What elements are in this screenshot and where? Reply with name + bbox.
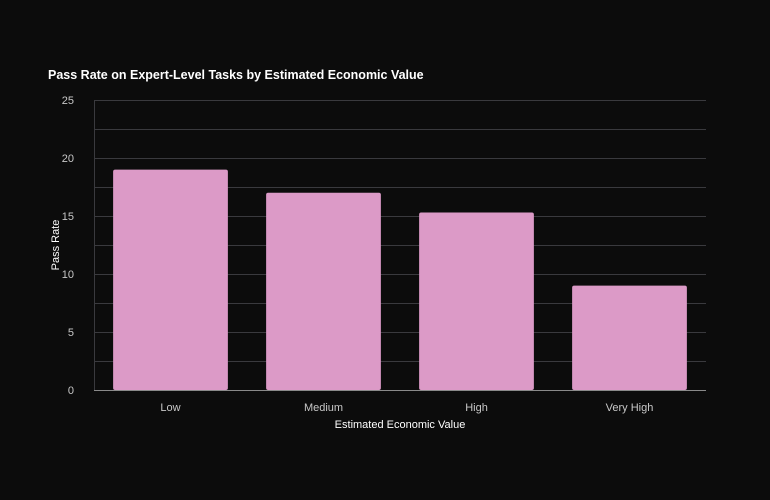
y-tick-label: 25: [62, 95, 74, 107]
y-tick-label: 15: [62, 211, 74, 223]
y-tick-label: 10: [62, 269, 74, 281]
bar-low: [113, 169, 228, 390]
bar-very-high: [572, 285, 687, 390]
y-tick-label: 20: [62, 153, 74, 165]
bar-high: [419, 212, 534, 390]
y-tick-label: 0: [68, 385, 74, 397]
x-tick-label: Medium: [304, 402, 343, 414]
x-tick-label: Low: [160, 402, 180, 414]
bar-medium: [266, 192, 381, 390]
y-tick-labels: 0 5 10 15 20 25: [62, 95, 74, 397]
x-tick-labels: Low Medium High Very High: [160, 402, 653, 414]
x-tick-label: Very High: [606, 402, 654, 414]
bars: [113, 169, 687, 390]
x-tick-label: High: [465, 402, 488, 414]
y-axis-title: Pass Rate: [50, 220, 62, 271]
x-axis-title: Estimated Economic Value: [335, 419, 466, 431]
chart-title: Pass Rate on Expert-Level Tasks by Estim…: [48, 68, 424, 82]
y-tick-label: 5: [68, 327, 74, 339]
